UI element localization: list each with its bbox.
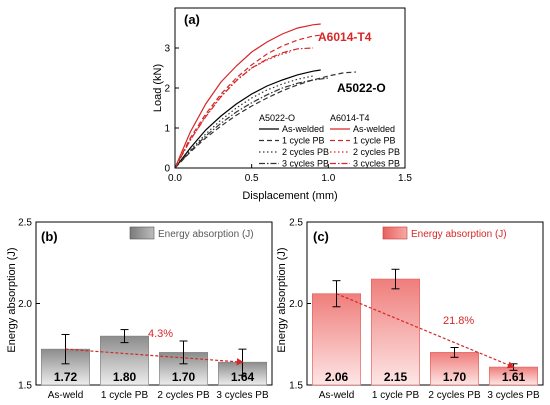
x-tick-label: 1.0	[321, 173, 335, 184]
x-tick-label: 1.5	[398, 173, 412, 184]
data-label: 1.70	[443, 370, 467, 384]
series-line	[174, 47, 314, 169]
x-axis-ticks: As-weld 1 cycle PB 2 cycles PB 3 cycles PB	[48, 390, 269, 401]
y-axis-ticks: 0 1 2 3	[164, 44, 179, 175]
series-line	[174, 77, 329, 169]
y-axis-label: Energy absorption (J)	[6, 247, 18, 352]
y-axis-label: Energy absorption (J)	[276, 247, 288, 352]
bar	[100, 335, 149, 386]
y-tick-label: 1.5	[18, 381, 32, 392]
annotation-a6014: A6014-T4	[318, 30, 372, 44]
legend-label: Energy absorption (J)	[411, 229, 507, 240]
legend-swatch	[382, 226, 408, 240]
legend-label: 3 cycles PB	[282, 159, 329, 169]
annotation-a5022: A5022-O	[337, 81, 386, 95]
x-tick-label: 2 cycles PB	[157, 390, 210, 401]
legend-label: As-welded	[353, 124, 395, 134]
series-line	[174, 69, 321, 169]
legend-label: As-welded	[282, 124, 324, 134]
panel-label: (a)	[184, 12, 200, 27]
y-tick-label: 3	[164, 44, 170, 55]
bar	[312, 293, 361, 386]
y-tick-label: 1	[164, 124, 170, 135]
x-tick-label: 0.5	[245, 173, 259, 184]
legend-group-title: A5022-O	[259, 113, 295, 123]
y-tick-label: 2.5	[289, 218, 303, 229]
y-axis-ticks: 1.5 2.0 2.5	[289, 218, 311, 392]
x-tick-label: 3 cycles PB	[487, 390, 540, 401]
data-label: 1.70	[172, 370, 196, 384]
series-line	[174, 51, 291, 169]
legend-group-title: A6014-T4	[330, 113, 370, 123]
series-line	[174, 23, 321, 169]
y-axis-label: Load (kN)	[152, 64, 164, 112]
bars: 1.72 1.80 1.70 1.64	[41, 329, 267, 386]
data-label: 1.61	[502, 370, 526, 384]
x-tick-label: 1 cycle PB	[372, 390, 420, 401]
legend-label: 3 cycles PB	[353, 159, 400, 169]
bar	[371, 278, 420, 386]
y-axis-ticks: 1.5 2.0 2.5	[18, 218, 40, 392]
x-axis-ticks: 0.0 0.5 1.0 1.5	[168, 164, 412, 184]
legend-label: 1 cycle PB	[353, 136, 396, 146]
trend-arrow	[336, 293, 515, 369]
legend-label: 2 cycles PB	[282, 147, 329, 157]
data-label: 1.64	[231, 370, 255, 384]
y-tick-label: 2	[164, 84, 170, 95]
data-label: 2.15	[384, 370, 408, 384]
legend-swatch	[129, 226, 155, 240]
y-tick-label: 2.5	[18, 218, 32, 229]
x-tick-label: As-weld	[48, 390, 84, 401]
energy-bar-chart-b: 1.72 1.80 1.70 1.64 1.5 2.0 2.5 As-weld 1 cycl…	[6, 218, 273, 401]
x-tick-label: 0.0	[168, 173, 182, 184]
y-tick-label: 0	[164, 164, 170, 175]
x-tick-label: 2 cycles PB	[428, 390, 481, 401]
series-line	[174, 71, 356, 169]
x-axis-label: Displacement (mm)	[242, 190, 337, 202]
x-tick-label: 3 cycles PB	[216, 390, 269, 401]
bar	[430, 352, 479, 386]
trend-arrow	[65, 348, 244, 366]
y-tick-label: 2.0	[18, 299, 32, 310]
bars: 2.06 2.15 1.70 1.61	[312, 268, 538, 386]
data-label: 2.06	[325, 370, 349, 384]
legend-label: 1 cycle PB	[282, 136, 325, 146]
y-tick-label: 1.5	[289, 381, 303, 392]
trend-annotation: 4.3%	[148, 328, 173, 340]
panel-label: (c)	[313, 229, 329, 244]
x-axis-ticks: As-weld 1 cycle PB 2 cycles PB 3 cycles PB	[319, 390, 540, 401]
data-label: 1.80	[113, 370, 137, 384]
legend: A5022-O A6014-T4 As-welded As-welded 1 cyc…	[259, 113, 400, 169]
energy-bar-chart-c: 2.06 2.15 1.70 1.61 1.5 2.0 2.5 As-weld 1 cycl…	[276, 218, 544, 401]
x-tick-label: 1 cycle PB	[101, 390, 149, 401]
y-tick-label: 2.0	[289, 299, 303, 310]
legend-label: 2 cycles PB	[353, 147, 400, 157]
panel-label: (b)	[41, 229, 58, 244]
series-lines	[174, 23, 356, 169]
x-tick-label: As-weld	[319, 390, 355, 401]
series-line	[174, 34, 321, 169]
legend-label: Energy absorption (J)	[158, 229, 254, 240]
data-label: 1.72	[54, 370, 78, 384]
trend-annotation: 21.8%	[443, 315, 474, 327]
